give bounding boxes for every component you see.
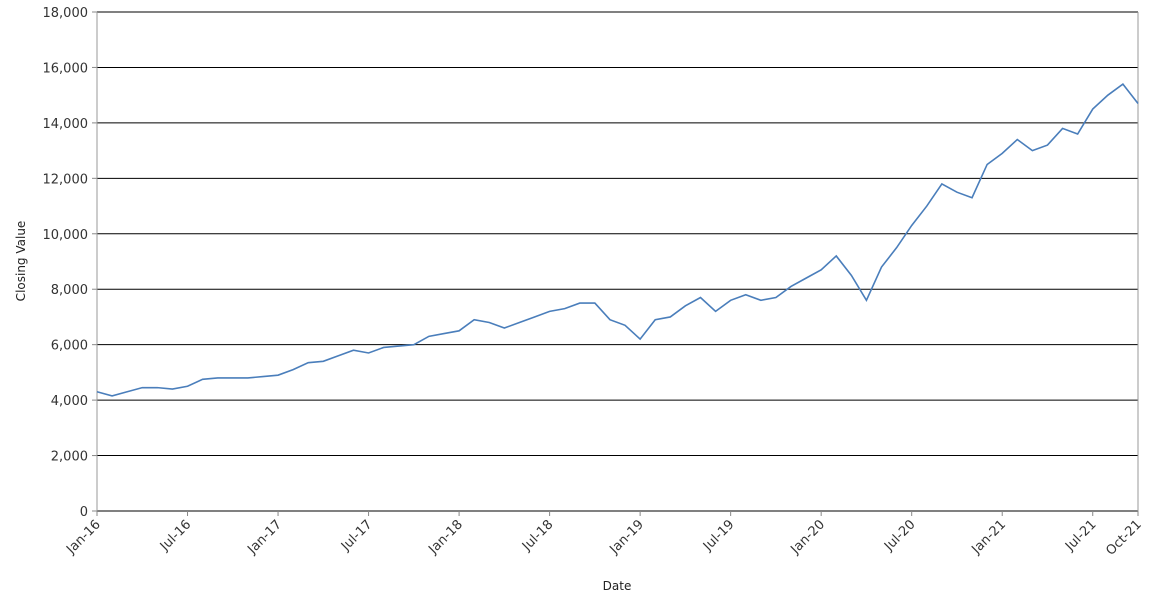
x-tick-label: Jul-18 — [519, 517, 556, 554]
y-tick-label: 14,000 — [43, 117, 89, 132]
y-tick-label: 2,000 — [51, 450, 88, 465]
x-tick-label: Jan-20 — [787, 517, 828, 558]
y-tick-label: 10,000 — [43, 228, 89, 243]
y-tick-label: 6,000 — [51, 339, 88, 354]
y-tick-label: 12,000 — [43, 172, 89, 187]
line-series — [96, 82, 1139, 397]
x-tick-label: Jul-16 — [157, 517, 194, 554]
y-tick-label: 0 — [80, 505, 88, 520]
x-tick-label: Jul-19 — [700, 517, 737, 554]
x-tick-label: Jan-16 — [63, 517, 104, 558]
x-tick-label: Jan-19 — [606, 517, 647, 558]
x-tick-label: Jul-20 — [881, 517, 918, 554]
x-tick-label: Oct-21 — [1103, 517, 1145, 559]
x-tick-label: Jul-17 — [338, 517, 375, 554]
y-axis-title: Closing Value — [14, 221, 28, 302]
y-tick-label: 8,000 — [51, 283, 88, 298]
x-tick-label: Jan-21 — [969, 517, 1010, 558]
x-tick-label: Jan-18 — [425, 517, 466, 558]
x-tick-label: Jan-17 — [244, 517, 285, 558]
y-tick-label: 18,000 — [43, 6, 89, 21]
x-axis-title: Date — [603, 579, 632, 593]
y-tick-label: 4,000 — [51, 394, 88, 409]
y-tick-label: 16,000 — [43, 61, 89, 76]
x-tick-label: Jul-21 — [1062, 517, 1099, 554]
